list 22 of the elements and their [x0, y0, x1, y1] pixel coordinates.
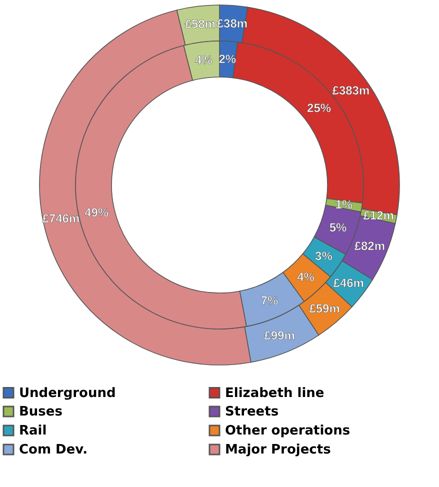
data-label: £46m: [333, 276, 364, 290]
data-label: 3%: [315, 248, 333, 263]
legend-label: Com Dev.: [19, 442, 88, 458]
legend-label: Streets: [225, 404, 279, 420]
legend-label: Rail: [19, 424, 47, 438]
data-label: 7%: [260, 294, 279, 308]
data-label: 49%: [84, 205, 109, 220]
data-label: £99m: [264, 328, 295, 342]
data-label: 25%: [307, 100, 332, 115]
data-label: £58m: [184, 17, 216, 32]
data-label: £82m: [354, 238, 386, 253]
legend-label: Major Projects: [225, 442, 332, 458]
data-label: 4%: [195, 52, 213, 67]
data-label: 5%: [329, 220, 348, 235]
data-label: £383m: [332, 83, 370, 98]
data-label: 4%: [297, 270, 315, 284]
data-label: £59m: [309, 301, 340, 316]
legend-label: Elizabeth line: [225, 386, 324, 401]
legend-label: Underground: [19, 386, 116, 401]
data-label: 1%: [335, 198, 353, 212]
legend-label: Other operations: [225, 424, 350, 438]
legend-label: Buses: [19, 404, 63, 420]
